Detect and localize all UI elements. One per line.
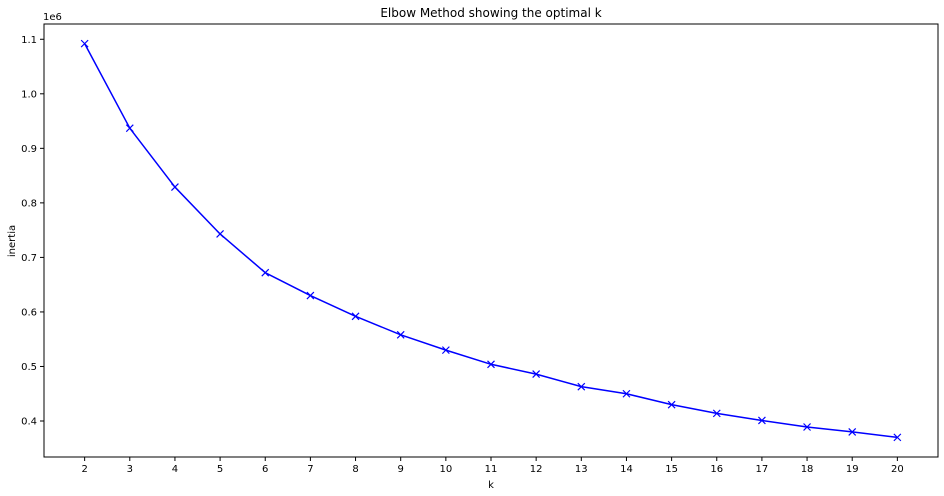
x-tick-label: 7 — [307, 464, 313, 475]
data-point-marker — [351, 312, 360, 321]
x-tick-label: 17 — [756, 464, 769, 475]
x-tick-label: 11 — [485, 464, 498, 475]
x-tick-label: 3 — [127, 464, 133, 475]
x-axis-ticks: 2 3 4 5 6 7 8 9 10 11 12 13 14 15 16 17 18 19 20 — [81, 457, 904, 475]
data-point-marker — [125, 124, 134, 133]
y-tick-label: 1.1 — [21, 35, 37, 46]
y-tick-label: 1.0 — [21, 89, 37, 100]
y-tick-label: 0.8 — [21, 198, 37, 209]
marker-stroke — [306, 291, 315, 300]
x-tick-label: 6 — [262, 464, 268, 475]
data-point-marker — [396, 330, 405, 339]
x-tick-label: 18 — [801, 464, 814, 475]
x-tick-label: 14 — [620, 464, 633, 475]
marker-stroke — [622, 389, 631, 398]
data-point-marker — [441, 346, 450, 355]
y-tick-label: 0.6 — [21, 307, 37, 318]
data-point-marker — [487, 360, 495, 369]
y-tick-label: 0.5 — [21, 362, 37, 373]
x-tick-label: 19 — [846, 464, 859, 475]
marker-stroke — [667, 400, 676, 409]
data-point-marker — [757, 416, 766, 425]
x-tick-label: 2 — [81, 464, 87, 475]
marker-stroke — [712, 409, 721, 418]
data-point-marker — [893, 433, 902, 442]
marker-stroke — [351, 312, 360, 321]
x-tick-label: 5 — [217, 464, 223, 475]
x-tick-label: 15 — [665, 464, 678, 475]
x-tick-label: 4 — [172, 464, 178, 475]
x-tick-label: 20 — [891, 464, 904, 475]
data-point-marker — [306, 291, 315, 300]
marker-stroke — [487, 360, 495, 369]
x-tick-label: 8 — [352, 464, 358, 475]
x-tick-label: 16 — [710, 464, 723, 475]
marker-stroke — [532, 370, 541, 379]
data-point-marker — [216, 230, 225, 238]
marker-stroke — [125, 124, 134, 133]
y-axis-offset-label: 1e6 — [43, 12, 62, 23]
marker-stroke — [577, 382, 586, 391]
marker-stroke — [848, 427, 857, 436]
marker-stroke — [216, 230, 225, 238]
data-point-marker — [171, 183, 179, 191]
marker-stroke — [757, 416, 766, 425]
data-point-marker — [577, 382, 586, 391]
marker-stroke — [171, 183, 179, 191]
y-tick-label: 0.4 — [21, 417, 37, 428]
series-layer — [80, 39, 902, 442]
y-tick-label: 0.7 — [21, 253, 37, 264]
data-point-marker — [532, 370, 541, 379]
marker-stroke — [261, 268, 270, 277]
x-tick-label: 10 — [439, 464, 452, 475]
marker-stroke — [441, 346, 450, 355]
data-point-marker — [848, 427, 857, 436]
data-point-marker — [261, 268, 270, 277]
data-point-marker — [667, 400, 676, 409]
marker-stroke — [80, 39, 89, 48]
x-tick-label: 12 — [530, 464, 543, 475]
chart-title: Elbow Method showing the optimal k — [380, 6, 601, 20]
y-axis-ticks: 0.4 0.5 0.6 0.7 0.8 0.9 1.0 1.1 — [21, 35, 44, 428]
data-point-marker — [80, 39, 89, 48]
x-tick-label: 9 — [398, 464, 404, 475]
data-point-marker — [622, 389, 631, 398]
data-point-marker — [712, 409, 721, 418]
marker-stroke — [893, 433, 902, 442]
data-point-marker — [803, 423, 811, 431]
marker-stroke — [803, 423, 811, 431]
y-axis-label: inertia — [7, 225, 18, 257]
marker-stroke — [396, 330, 405, 339]
x-axis-label: k — [488, 480, 494, 491]
x-tick-label: 13 — [575, 464, 588, 475]
y-tick-label: 0.9 — [21, 144, 37, 155]
